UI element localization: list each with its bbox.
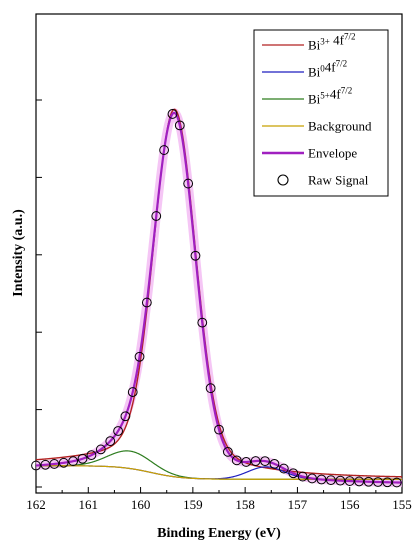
- x-axis-label: Binding Energy (eV): [157, 526, 281, 541]
- raw-signal-point: [31, 460, 41, 471]
- raw-signal-point: [269, 458, 280, 469]
- raw-signal-point: [373, 477, 383, 487]
- legend-label-raw: Raw Signal: [308, 173, 369, 188]
- raw-signal-point: [344, 476, 355, 486]
- x-tick-label: 161: [79, 497, 99, 512]
- x-tick-label: 162: [26, 497, 46, 512]
- raw-signal-point: [197, 317, 208, 328]
- x-axis-ticks: 162 161 160 159 158 157 156 155: [26, 487, 412, 512]
- raw-signal-point: [86, 450, 97, 461]
- raw-signal-point: [391, 477, 402, 488]
- x-tick-label: 158: [235, 497, 255, 512]
- x-tick-label: 156: [340, 497, 360, 512]
- raw-signal-point: [134, 351, 145, 362]
- legend-label-bi5: Bi5+4f7/2: [308, 86, 352, 107]
- raw-signal-point: [382, 477, 393, 488]
- raw-signal-point: [141, 297, 152, 308]
- y-axis-ticks: [36, 99, 42, 488]
- raw-signal-point: [325, 475, 336, 486]
- raw-signal-point: [105, 436, 116, 447]
- raw-signal-point: [222, 446, 233, 457]
- raw-signal-point: [288, 468, 299, 479]
- legend-label-bi0: Bi04f7/2: [308, 59, 347, 80]
- legend-label-envelope: Envelope: [308, 146, 357, 161]
- raw-signal-point: [278, 463, 289, 474]
- raw-signal-point: [68, 456, 79, 467]
- raw-signal-point: [77, 453, 88, 464]
- series-background-line: [36, 465, 402, 480]
- raw-signal-point: [205, 383, 216, 394]
- raw-signal-point: [58, 457, 69, 468]
- legend-symbol-raw: [277, 174, 289, 186]
- raw-signal-point: [241, 457, 252, 467]
- raw-signal-point: [151, 211, 162, 221]
- raw-signal-point: [159, 145, 170, 155]
- raw-signal-point: [127, 387, 138, 397]
- raw-signal-point: [183, 178, 194, 189]
- raw-signal-point: [231, 455, 242, 466]
- raw-signal-point: [335, 475, 346, 486]
- x-tick-label: 155: [392, 497, 412, 512]
- raw-signal-point: [214, 424, 224, 435]
- legend: Bi3+ 4f7/2 Bi04f7/2 Bi5+4f7/2 Background Env…: [253, 29, 389, 197]
- raw-signal-point: [113, 426, 123, 436]
- raw-signal-point: [297, 471, 308, 482]
- raw-signal-point: [120, 411, 131, 422]
- raw-signal-point: [260, 456, 270, 467]
- x-tick-label: 157: [288, 497, 308, 512]
- raw-signal-point: [49, 459, 60, 469]
- raw-signal-point: [354, 476, 365, 487]
- raw-signal-point: [307, 473, 317, 484]
- raw-signal-point: [95, 444, 106, 455]
- raw-signal-point: [250, 456, 261, 466]
- raw-signal-point: [174, 120, 185, 131]
- x-tick-label: 159: [183, 497, 203, 512]
- legend-box: [253, 29, 389, 197]
- legend-label-background: Background: [308, 119, 372, 134]
- raw-signal-point: [363, 476, 374, 487]
- legend-label-bi3: Bi3+ 4f7/2: [308, 32, 355, 53]
- x-tick-label: 160: [131, 497, 151, 512]
- raw-signal-point: [167, 109, 178, 119]
- series-raw-signal-points: [31, 109, 402, 488]
- raw-signal-point: [316, 474, 327, 485]
- y-axis-label: Intensity (a.u.): [11, 209, 26, 297]
- raw-signal-point: [190, 250, 201, 261]
